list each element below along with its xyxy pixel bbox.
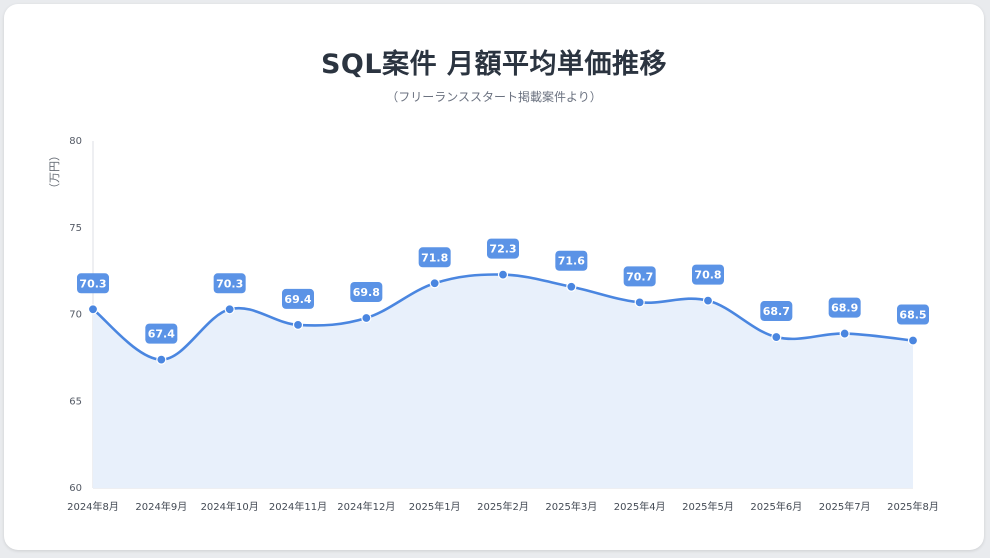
data-label-box [145, 323, 178, 344]
data-label: 72.3 [489, 243, 516, 256]
data-label-box [418, 247, 451, 268]
y-tick-label: 80 [69, 136, 82, 147]
data-label-box [828, 297, 861, 318]
data-point [839, 328, 850, 339]
data-label: 71.8 [421, 251, 448, 264]
y-tick-label: 65 [69, 396, 82, 407]
data-point [429, 278, 440, 289]
y-tick-label: 70 [69, 310, 82, 321]
x-tick-label: 2025年5月 [682, 500, 734, 513]
y-tick-label: 60 [69, 483, 82, 494]
data-point [634, 297, 645, 308]
data-label: 67.4 [148, 328, 175, 341]
x-tick-label: 2025年8月 [887, 500, 939, 513]
data-point [292, 319, 304, 331]
x-tick-label: 2024年11月 [269, 500, 327, 513]
x-tick-label: 2025年7月 [819, 500, 871, 513]
data-label: 68.5 [899, 309, 926, 322]
data-point [156, 354, 167, 365]
data-label: 69.8 [353, 286, 380, 299]
data-label-box [350, 281, 383, 302]
data-point [771, 331, 782, 343]
x-tick-label: 2025年6月 [750, 500, 802, 513]
data-point [497, 269, 509, 280]
data-label: 71.6 [558, 255, 585, 268]
x-tick-label: 2025年4月 [614, 500, 666, 513]
data-label-box [897, 304, 929, 325]
data-label: 70.3 [216, 277, 243, 290]
data-point [361, 312, 372, 324]
x-tick-label: 2024年9月 [135, 500, 187, 513]
data-label: 70.7 [626, 270, 653, 283]
data-label-box [213, 273, 246, 294]
x-tick-label: 2025年2月 [477, 500, 529, 513]
data-label: 68.9 [831, 302, 858, 315]
chart-title: SQL案件 月額平均単価推移 [320, 49, 667, 80]
chart-subtitle: （フリーランススタート掲載案件より） [386, 90, 602, 104]
data-label-box [282, 288, 314, 309]
data-label: 68.7 [763, 305, 790, 318]
x-tick-label: 2025年1月 [409, 500, 461, 513]
x-tick-label: 2024年12月 [337, 500, 395, 513]
data-label-box [623, 266, 656, 287]
x-tick-label: 2025年3月 [545, 500, 597, 513]
data-point [87, 304, 99, 315]
data-point [224, 304, 235, 315]
data-label: 70.3 [79, 277, 106, 290]
data-label-box [555, 250, 588, 271]
data-label: 69.4 [284, 293, 311, 306]
data-label-box [77, 273, 109, 294]
x-tick-label: 2024年8月 [67, 500, 119, 513]
x-tick-label: 2024年10月 [201, 500, 259, 513]
data-point [907, 335, 919, 346]
data-label: 70.8 [694, 269, 721, 282]
data-point [702, 295, 714, 306]
y-axis-label: （万円） [48, 150, 61, 194]
y-tick-label: 75 [69, 223, 82, 234]
data-label-box [487, 238, 519, 259]
data-point [566, 281, 577, 292]
data-label-box [692, 264, 724, 285]
data-label-box [760, 301, 793, 322]
